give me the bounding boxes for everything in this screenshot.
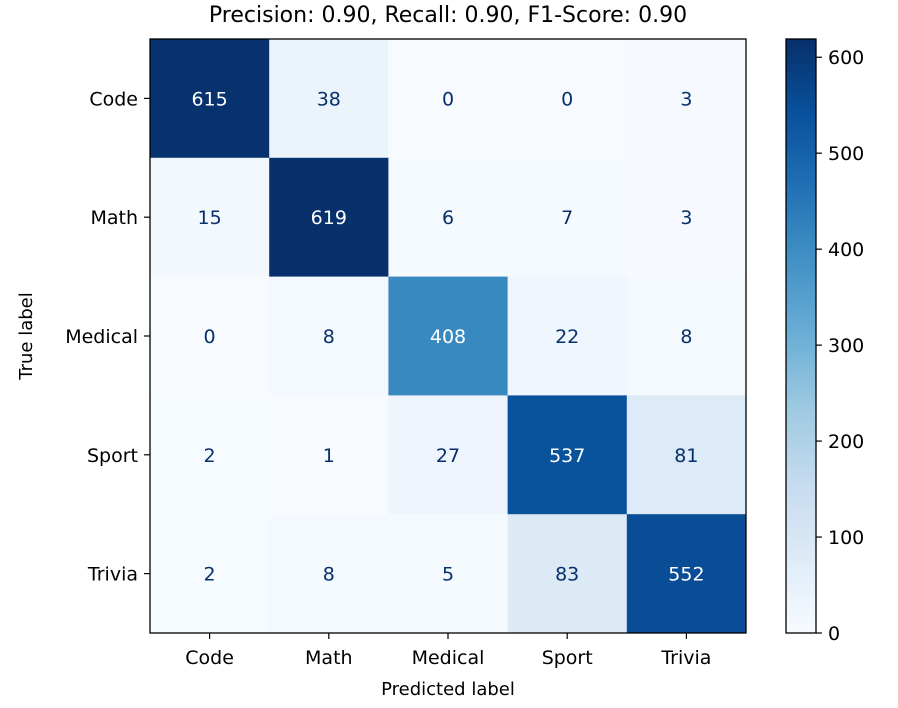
y-tick-label: Trivia — [87, 564, 138, 586]
heatmap-cell — [626, 514, 747, 634]
x-axis-ticks: Code Math Medical Sport Trivia — [185, 633, 711, 669]
heatmap-cell — [507, 395, 628, 515]
heatmap-cell — [150, 157, 270, 278]
cell-value-label: 3 — [680, 207, 692, 229]
cell-value-label: 22 — [555, 326, 579, 348]
heatmap-cell — [388, 39, 509, 159]
x-tick-label: Math — [305, 647, 353, 669]
colorbar-tick-label: 600 — [828, 47, 864, 69]
cell-value-label: 8 — [323, 564, 335, 586]
cell-value-label: 38 — [317, 88, 341, 110]
x-axis-label: Predicted label — [381, 679, 515, 700]
colorbar-tick-label: 100 — [828, 527, 864, 549]
heatmap-cell — [388, 395, 509, 515]
heatmap-cell — [626, 39, 747, 159]
heatmap-cell — [269, 276, 389, 396]
cell-value-labels: 615 38 0 0 3 15 619 6 7 3 0 8 408 22 8 2 1 27 537 81 2 8 5 83 55… — [191, 88, 704, 585]
heatmap-cell — [269, 514, 389, 634]
cell-value-label: 0 — [561, 88, 573, 110]
heatmap-cell — [269, 157, 389, 278]
heatmap-cell — [150, 276, 270, 396]
cell-value-label: 408 — [430, 326, 466, 348]
cell-value-label: 83 — [555, 564, 579, 586]
cell-value-label: 552 — [668, 564, 704, 586]
heatmap-cell — [626, 276, 747, 396]
cell-value-label: 2 — [204, 564, 216, 586]
y-axis-label: True label — [16, 292, 37, 381]
cell-value-label: 8 — [680, 326, 692, 348]
heatmap-cell — [150, 39, 270, 159]
chart-title: Precision: 0.90, Recall: 0.90, F1-Score:… — [209, 3, 687, 28]
colorbar-tick-label: 200 — [828, 431, 864, 453]
cell-value-label: 1 — [323, 445, 335, 467]
colorbar-tick-label: 300 — [828, 335, 864, 357]
y-tick-label: Math — [90, 207, 138, 229]
cell-value-label: 27 — [436, 445, 460, 467]
cell-value-label: 15 — [198, 207, 222, 229]
x-tick-label: Sport — [542, 647, 593, 669]
y-tick-label: Medical — [65, 326, 138, 348]
cell-value-label: 2 — [204, 445, 216, 467]
y-tick-label: Sport — [87, 445, 138, 467]
x-tick-label: Code — [185, 647, 234, 669]
heatmap-cell — [626, 157, 747, 278]
y-tick-label: Code — [89, 88, 138, 110]
heatmap-cell — [269, 395, 389, 515]
cell-value-label: 8 — [323, 326, 335, 348]
y-axis-ticks: Code Math Medical Sport Trivia — [65, 88, 150, 586]
cell-value-label: 81 — [674, 445, 698, 467]
heatmap-cell — [507, 276, 628, 396]
cell-value-label: 6 — [442, 207, 454, 229]
heatmap-cell — [507, 514, 628, 634]
heatmap-cell — [388, 276, 509, 396]
cell-value-label: 3 — [680, 88, 692, 110]
cell-value-label: 615 — [191, 88, 227, 110]
cell-value-label: 619 — [311, 207, 347, 229]
cell-value-label: 537 — [549, 445, 585, 467]
colorbar-tick-label: 500 — [828, 143, 864, 165]
colorbar-ticks: 0 100 200 300 400 500 600 — [816, 47, 864, 645]
heatmap-cells — [150, 39, 747, 634]
heatmap-cell — [626, 395, 747, 515]
heatmap-cell — [507, 39, 628, 159]
heatmap-cell — [507, 157, 628, 278]
cell-value-label: 0 — [204, 326, 216, 348]
x-tick-label: Trivia — [660, 647, 711, 669]
heatmap-cell — [388, 157, 509, 278]
heatmap-cell — [150, 514, 270, 634]
colorbar — [785, 38, 817, 634]
cell-value-label: 5 — [442, 564, 454, 586]
colorbar-tick-label: 400 — [828, 239, 864, 261]
cell-value-label: 0 — [442, 88, 454, 110]
heatmap-cell — [150, 395, 270, 515]
heatmap-cell — [388, 514, 509, 634]
colorbar-tick-label: 0 — [828, 623, 840, 645]
heatmap-cell — [269, 39, 389, 159]
cell-value-label: 7 — [561, 207, 573, 229]
x-tick-label: Medical — [412, 647, 485, 669]
